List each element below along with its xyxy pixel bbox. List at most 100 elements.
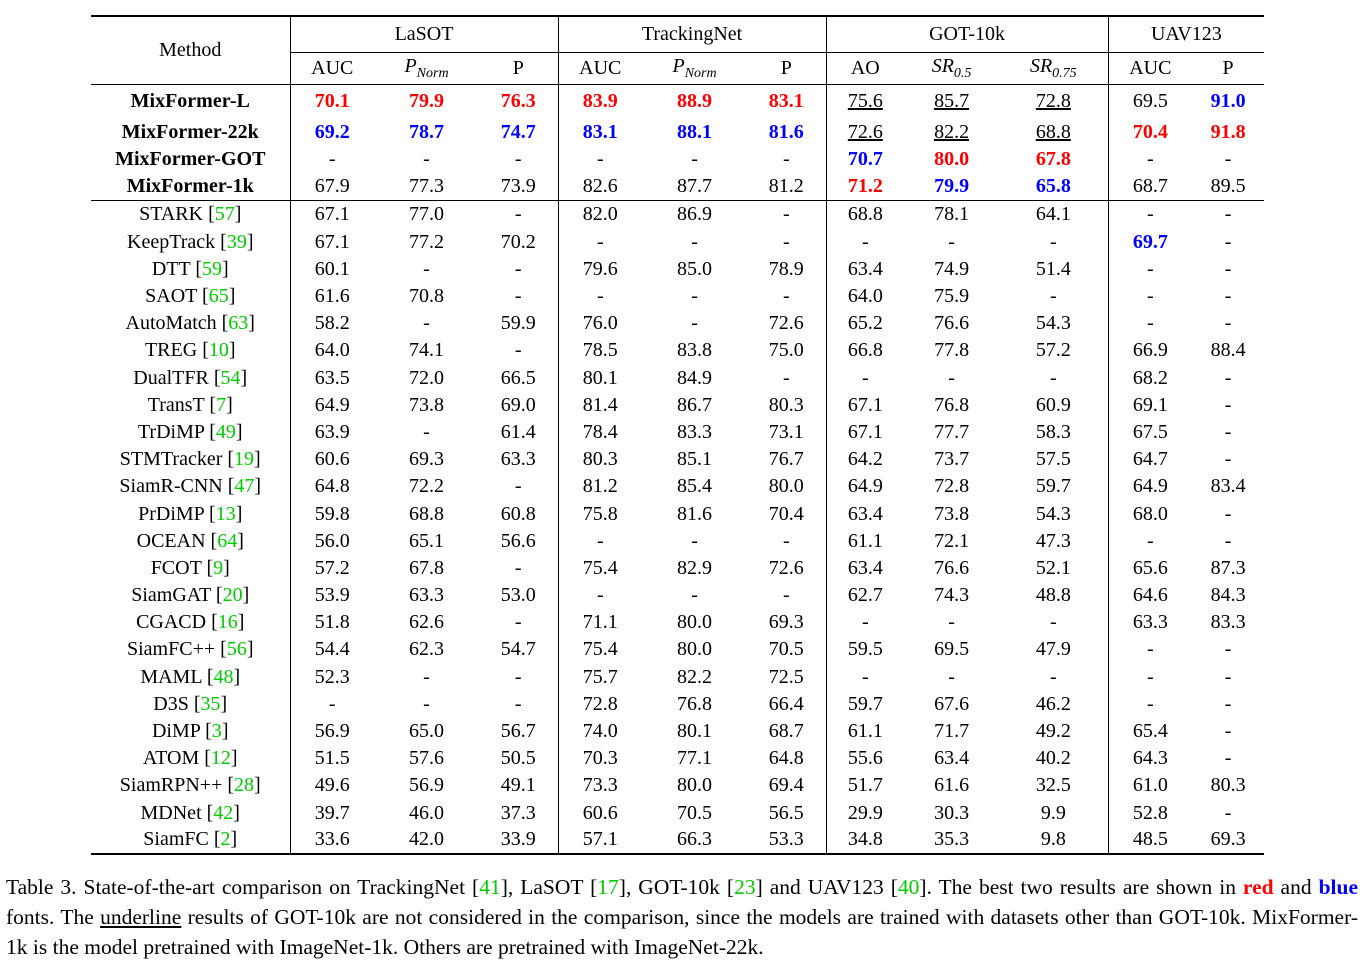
score-cell: 69.3 <box>409 448 444 471</box>
citation-link[interactable]: 20 <box>222 584 243 607</box>
table-row: ATOM [12] 51.5 57.6 50.5 70.3 77.1 64.8 55.6 63.… <box>91 745 1264 773</box>
citation-link[interactable]: 17 <box>597 875 619 899</box>
citation-link[interactable]: 40 <box>897 875 920 899</box>
citation-link[interactable]: 63 <box>228 312 249 335</box>
score-cell: 35.3 <box>934 828 970 851</box>
score-cell: - <box>557 527 643 555</box>
score-cell: 75.8 <box>557 500 643 528</box>
score-cell: 56.6 <box>500 529 536 552</box>
score-cell: 79.6 <box>557 255 643 283</box>
score-cell: 56.7 <box>500 720 536 743</box>
table-row: STARK [57] 67.1 77.0 - 82.0 86.9 - 68.8 78.1 64.1… <box>91 200 1264 229</box>
citation-link[interactable]: 64 <box>217 529 238 552</box>
citation-link[interactable]: 65 <box>208 285 229 308</box>
citation-link[interactable]: 9 <box>213 556 224 579</box>
citation-link[interactable]: 41 <box>479 875 501 899</box>
score-cell: 66.9 <box>1107 337 1193 365</box>
score-cell: 68.7 <box>768 720 804 743</box>
score-cell: 77.1 <box>677 747 713 770</box>
citation-link[interactable]: 23 <box>734 875 756 899</box>
score-cell: 88.9 <box>677 90 713 113</box>
score-cell: 65.0 <box>409 720 444 743</box>
citation-link[interactable]: 54 <box>220 366 241 389</box>
table-row: MAML [48] 52.3- -75.7 82.2 72.5- - - - - <box>91 663 1264 691</box>
score-cell: - <box>691 584 698 607</box>
score-cell: 75.4 <box>557 636 643 664</box>
score-cell: - <box>1224 257 1232 280</box>
score-cell: 75.0 <box>768 339 804 362</box>
score-cell: 67.1 <box>289 228 374 256</box>
score-cell: - <box>423 420 430 443</box>
score-cell: 82.2 <box>677 665 713 688</box>
score-cell: 64.2 <box>825 446 905 474</box>
citation-link[interactable]: 3 <box>211 720 222 743</box>
group-header-trackingnet: TrackingNet <box>557 16 827 53</box>
method-name: MixFormer-22k <box>121 121 259 144</box>
score-cell: 72.8 <box>557 690 643 718</box>
citation-link[interactable]: 59 <box>202 257 222 280</box>
method-name: SiamRPN++ [28] <box>119 774 261 797</box>
citation-link[interactable]: 39 <box>226 230 247 253</box>
score-cell: - <box>782 230 790 253</box>
citation-link[interactable]: 35 <box>200 692 221 715</box>
score-cell: 56.9 <box>289 717 374 746</box>
citation-link[interactable]: 28 <box>234 774 255 797</box>
citation-link[interactable]: 42 <box>213 801 234 824</box>
citation-link[interactable]: 7 <box>216 393 227 416</box>
citation-link[interactable]: 2 <box>220 828 231 851</box>
citation-link[interactable]: 47 <box>234 475 255 498</box>
score-cell: 86.7 <box>677 393 713 416</box>
score-cell: 60.6 <box>557 799 643 827</box>
score-cell: - <box>423 257 430 280</box>
score-cell: - <box>1107 663 1193 691</box>
score-cell: 70.3 <box>557 745 643 773</box>
citation-link[interactable]: 57 <box>214 203 235 226</box>
score-cell: 62.7 <box>825 582 905 610</box>
score-cell: 9.8 <box>1040 828 1066 851</box>
score-cell: 72.1 <box>934 529 970 552</box>
score-cell: 60.9 <box>1035 393 1071 416</box>
score-cell: 54.4 <box>289 636 374 664</box>
method-name: KeepTrack [39] <box>127 230 254 253</box>
score-cell: 91.0 <box>1210 90 1246 113</box>
score-cell: - <box>1107 636 1193 664</box>
citation-link[interactable]: 48 <box>213 665 234 688</box>
method-name: OCEAN [64] <box>136 529 244 552</box>
method-name: DiMP [3] <box>151 720 229 743</box>
score-cell: 64.0 <box>825 282 905 311</box>
score-cell: 72.5 <box>768 665 804 688</box>
score-cell: 67.1 <box>825 391 905 419</box>
table-row: TREG [10] 64.0 74.1 - 78.5 83.8 75.0 66.8 77.8 57… <box>91 337 1264 365</box>
score-cell: 80.3 <box>557 446 643 474</box>
score-cell: - <box>1224 366 1232 389</box>
citation-link[interactable]: 12 <box>210 747 231 770</box>
score-cell: - <box>1224 393 1232 416</box>
citation-link[interactable]: 10 <box>208 339 229 362</box>
method-name: SAOT [65] <box>145 285 236 308</box>
score-cell: 80.0 <box>677 774 713 797</box>
score-cell: 63.5 <box>289 364 374 392</box>
method-name: FCOT [9] <box>150 556 230 579</box>
score-cell: 81.2 <box>768 175 804 198</box>
score-cell: 64.8 <box>768 747 804 770</box>
citation-link[interactable]: 19 <box>234 448 255 471</box>
method-header: Method <box>91 16 290 85</box>
citation-link[interactable]: 49 <box>215 420 236 443</box>
group-header-lasot: LaSOT <box>289 16 559 53</box>
score-cell: - <box>1224 529 1232 552</box>
citation-link[interactable]: 16 <box>217 611 238 634</box>
score-cell: 53.0 <box>500 584 536 607</box>
method-name: STMTracker [19] <box>119 448 261 471</box>
citation-link[interactable]: 56 <box>226 638 247 661</box>
method-name: MixFormer-1k <box>126 175 254 198</box>
score-cell: 83.9 <box>557 84 643 119</box>
score-cell: 54.7 <box>500 638 536 661</box>
score-cell: - <box>825 609 905 637</box>
score-cell: 67.6 <box>934 692 970 715</box>
score-cell: - <box>1224 148 1232 171</box>
score-cell: 63.3 <box>1107 609 1193 637</box>
score-cell: 63.4 <box>934 747 970 770</box>
score-cell: 72.2 <box>409 475 444 498</box>
citation-link[interactable]: 13 <box>215 502 236 525</box>
score-cell: 76.3 <box>500 90 536 113</box>
